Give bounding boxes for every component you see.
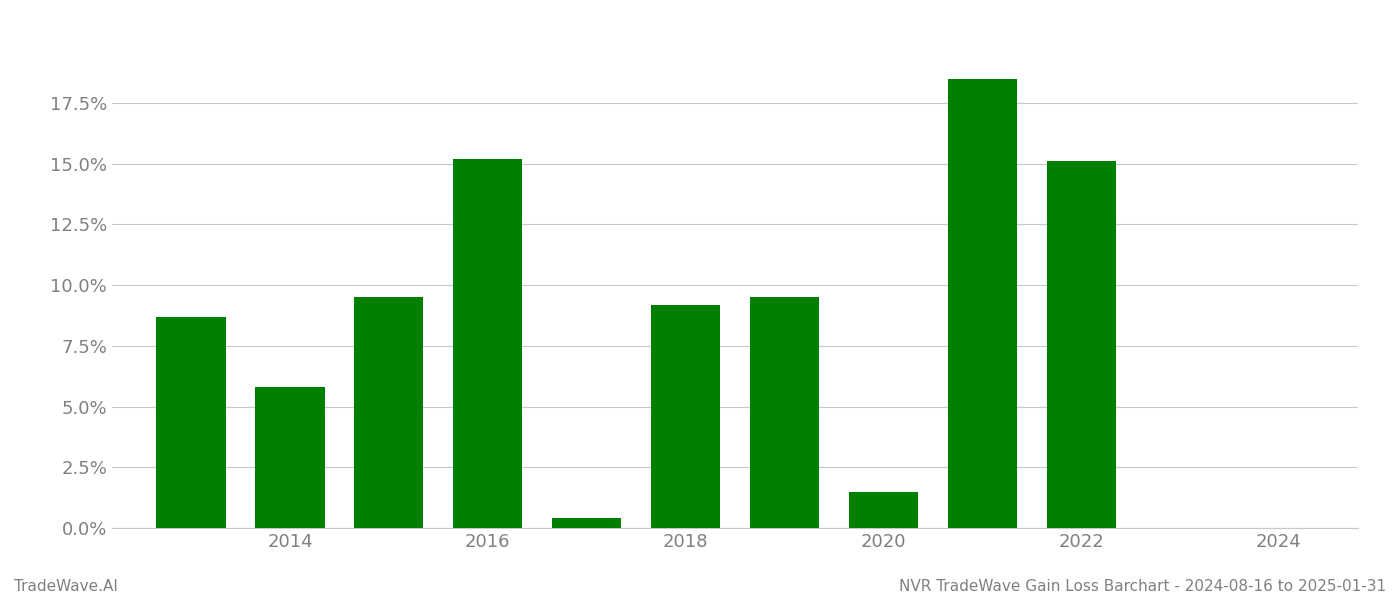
Bar — [1047, 161, 1116, 528]
Bar — [948, 79, 1016, 528]
Bar — [651, 305, 720, 528]
Bar — [848, 491, 918, 528]
Text: NVR TradeWave Gain Loss Barchart - 2024-08-16 to 2025-01-31: NVR TradeWave Gain Loss Barchart - 2024-… — [899, 579, 1386, 594]
Text: TradeWave.AI: TradeWave.AI — [14, 579, 118, 594]
Bar — [354, 297, 423, 528]
Bar — [552, 518, 622, 528]
Bar — [454, 159, 522, 528]
Bar — [157, 317, 225, 528]
Bar — [255, 387, 325, 528]
Bar — [750, 297, 819, 528]
